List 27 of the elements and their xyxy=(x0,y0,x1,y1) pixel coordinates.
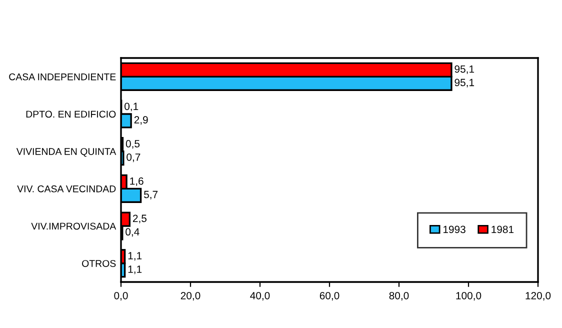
data-label: 0,4 xyxy=(126,228,140,237)
data-label: 1,1 xyxy=(128,252,142,261)
data-label: 95,1 xyxy=(454,78,474,88)
y-tick-label: OTROS xyxy=(82,260,116,267)
data-label: 5,7 xyxy=(144,190,158,200)
x-tick-label: 20,0 xyxy=(180,292,200,301)
x-tick-label: 60,0 xyxy=(320,292,340,301)
y-tick-label: VIV. CASA VECINDAD xyxy=(17,185,116,192)
data-label: 2,9 xyxy=(134,116,148,125)
x-tick-label: 40,0 xyxy=(250,292,270,301)
y-tick-label: DPTO. EN EDIFICIO xyxy=(26,110,116,118)
data-label: 0,1 xyxy=(124,102,138,112)
data-label: 2,5 xyxy=(132,214,147,224)
data-label: 0,5 xyxy=(126,140,140,149)
data-label: 95,1 xyxy=(454,65,474,74)
legend-label: 1981 xyxy=(492,226,514,234)
legend-label: 1993 xyxy=(443,226,466,234)
y-tick-label: VIVIENDA EN QUINTA xyxy=(16,148,116,157)
data-label: 0,7 xyxy=(126,153,140,162)
y-tick-label: VIV.IMPROVISADA xyxy=(31,222,116,230)
y-tick-label: CASA INDEPENDIENTE xyxy=(9,73,116,80)
x-tick-label: 100,0 xyxy=(456,292,482,301)
data-label: 1,1 xyxy=(128,266,142,274)
data-label: 1,6 xyxy=(130,177,144,186)
x-tick-label: 0,0 xyxy=(114,292,128,301)
x-tick-label: 80,0 xyxy=(389,292,409,301)
x-tick-label: 120,0 xyxy=(526,292,551,301)
